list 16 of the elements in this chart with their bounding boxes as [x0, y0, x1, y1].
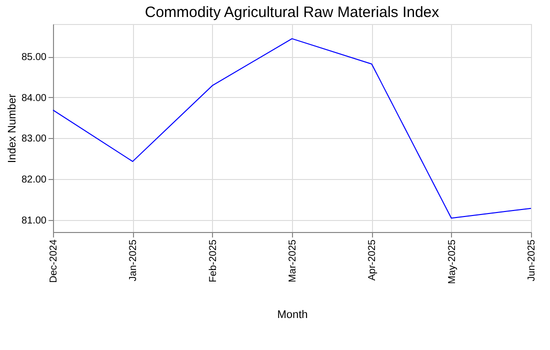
y-tick-label: 82.00: [21, 174, 47, 186]
y-tick-label: 85.00: [21, 52, 47, 64]
x-axis-title: Month: [277, 308, 308, 321]
line-series: [52, 38, 532, 219]
x-tick-label: May-2025: [446, 239, 458, 284]
x-tick-label: Dec-2024: [48, 239, 60, 283]
x-tick-label: Jun-2025: [526, 239, 538, 282]
chart-title: Commodity Agricultural Raw Materials Index: [144, 4, 440, 21]
x-tick-label: Jan-2025: [128, 239, 140, 282]
y-tick-label: 81.00: [21, 215, 47, 226]
y-tick-label: 84.00: [21, 92, 47, 104]
y-axis-title: Index Number: [6, 94, 18, 164]
y-tick-label: 83.00: [21, 134, 47, 145]
x-tick-label: Apr-2025: [367, 239, 378, 281]
x-tick-label: Mar-2025: [288, 239, 298, 282]
x-tick-label: Feb-2025: [208, 239, 219, 282]
